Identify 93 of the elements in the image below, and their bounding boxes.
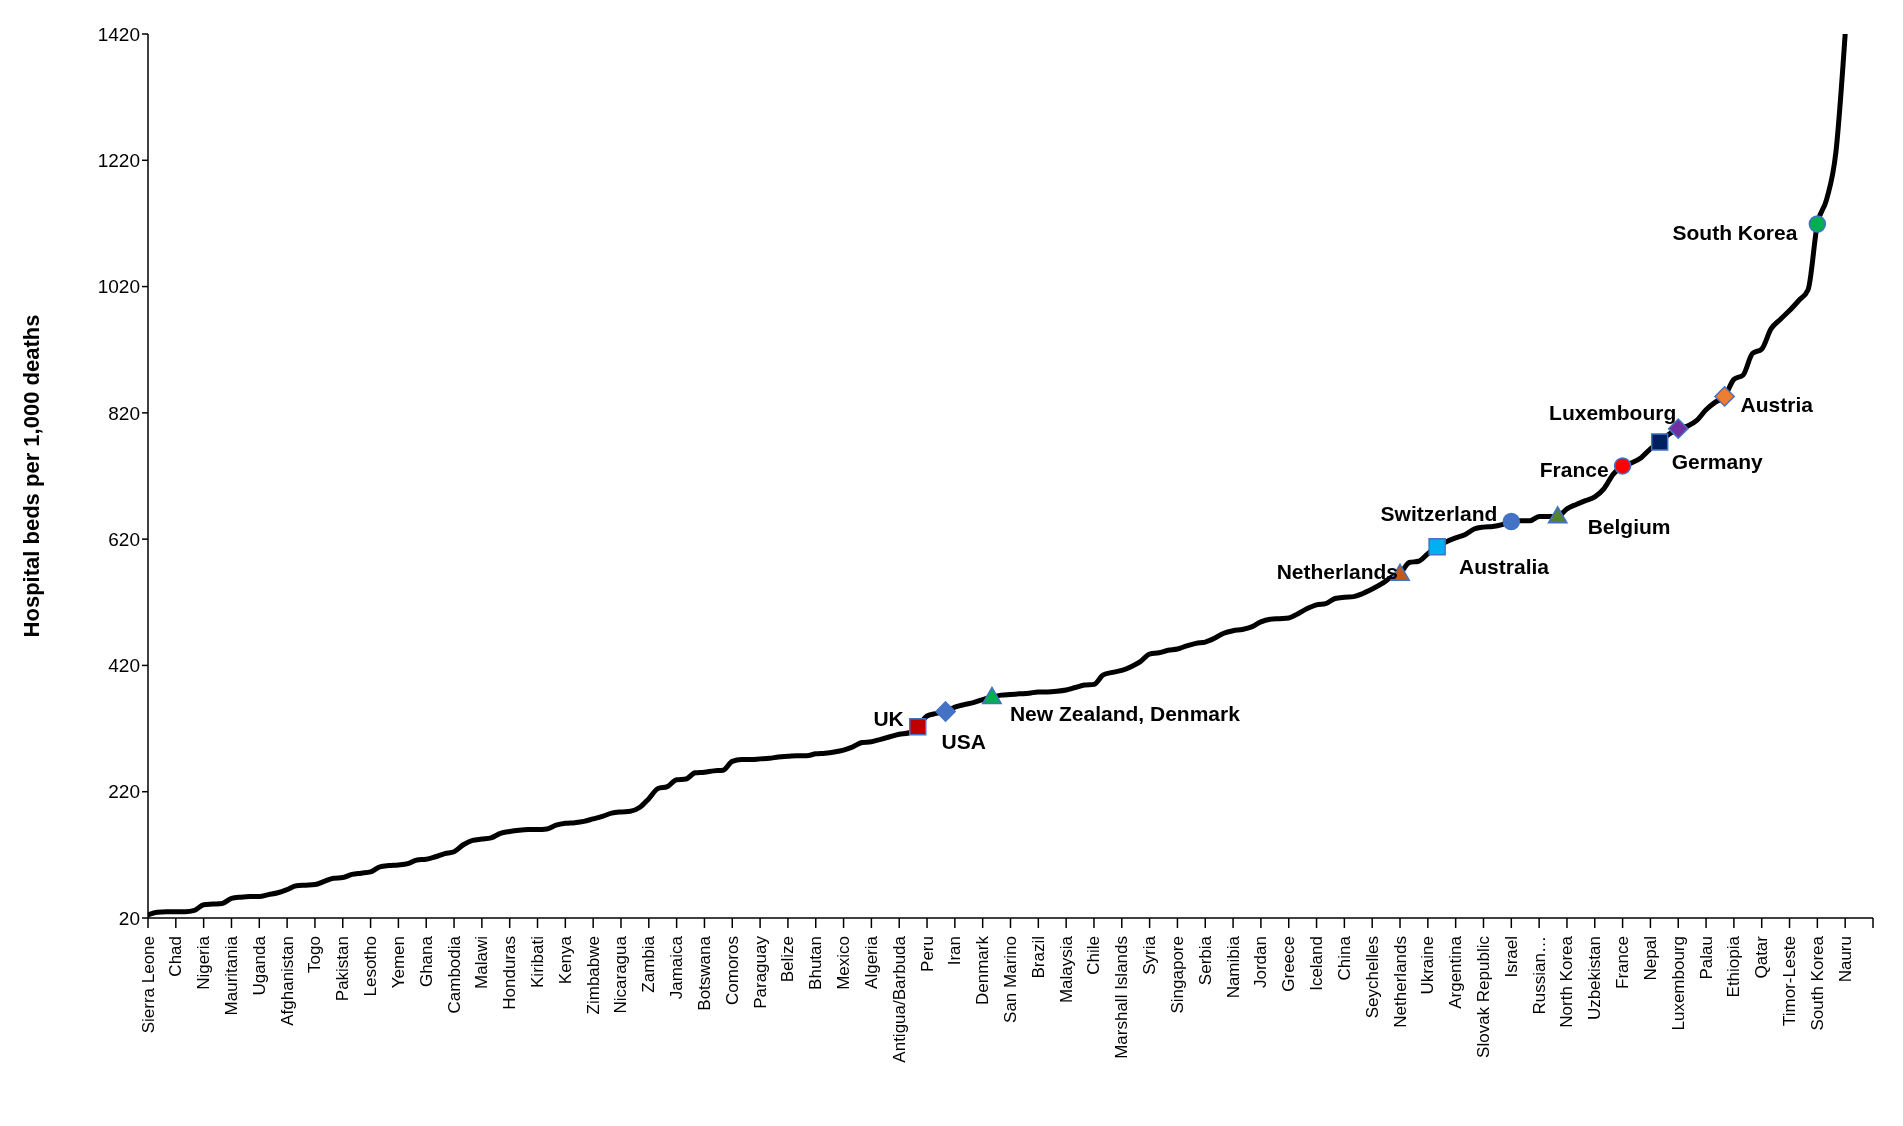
x-tick-label: Pakistan bbox=[333, 936, 353, 1002]
x-tick-label: Togo bbox=[305, 936, 325, 973]
series-label: Netherlands bbox=[1276, 560, 1399, 584]
x-tick-label: Namibia bbox=[1223, 935, 1243, 999]
series-label: Belgium bbox=[1587, 514, 1671, 538]
point bbox=[1650, 433, 1669, 451]
series-label: Germany bbox=[1671, 450, 1764, 474]
x-tick-label: San Marino bbox=[1001, 936, 1020, 1023]
point bbox=[1808, 215, 1827, 233]
x-tick-label: Honduras bbox=[500, 936, 520, 1010]
point bbox=[982, 686, 1002, 705]
x-tick-label: Bhutan bbox=[806, 936, 826, 990]
x-tick-label: Jordan bbox=[1251, 936, 1271, 988]
point bbox=[1613, 457, 1632, 475]
x-tick-label: Qatar bbox=[1752, 935, 1772, 979]
x-tick-label: Afghanistan bbox=[277, 936, 297, 1026]
x-tick-label: Kenya bbox=[555, 935, 575, 985]
x-tick-label: Palau bbox=[1696, 936, 1716, 980]
y-tick-label: 420 bbox=[108, 655, 140, 677]
x-tick-label: Mexico bbox=[834, 936, 854, 990]
x-tick-label: Brazil bbox=[1028, 936, 1048, 979]
series-label: New Zealand, Denmark bbox=[1009, 701, 1241, 725]
series-label: South Korea bbox=[1672, 220, 1798, 244]
x-tick-label: Luxembourg bbox=[1668, 936, 1688, 1031]
y-tick-label: 220 bbox=[108, 781, 140, 803]
x-tick-label: Ghana bbox=[416, 935, 436, 988]
x-tick-label: North Korea bbox=[1557, 935, 1577, 1028]
x-tick-label: Slovak Republic bbox=[1473, 935, 1493, 1058]
y-tick-label: 1220 bbox=[97, 150, 140, 172]
x-tick-label: Cambodia bbox=[444, 935, 464, 1014]
y-axis-title: Hospital beds per 1,000 deaths bbox=[18, 314, 44, 638]
x-tick-label: Lesotho bbox=[361, 936, 381, 997]
x-tick-label: Nicaragua bbox=[611, 935, 631, 1014]
series-label: Luxembourg bbox=[1549, 401, 1677, 425]
x-tick-label: Nigeria bbox=[194, 935, 214, 990]
point bbox=[1428, 537, 1446, 556]
x-tick-label: Peru bbox=[917, 936, 937, 972]
x-tick-label: Greece bbox=[1279, 936, 1299, 992]
x-tick-label: Mauritania bbox=[221, 935, 241, 1016]
point bbox=[1714, 386, 1735, 407]
y-tick-label: 1020 bbox=[97, 276, 140, 298]
series-label: France bbox=[1539, 458, 1609, 482]
x-tick-label: Comoros bbox=[722, 936, 742, 1005]
x-tick-label: Jamaica bbox=[667, 935, 687, 1000]
x-tick-label: Zambia bbox=[639, 935, 659, 993]
x-tick-label: Botswana bbox=[694, 935, 714, 1011]
x-tick-label: Timor-Leste bbox=[1780, 936, 1800, 1027]
y-tick-label: 820 bbox=[108, 402, 140, 424]
y-tick-label: 620 bbox=[108, 528, 140, 550]
point bbox=[1502, 512, 1521, 531]
x-tick-label: Paraguay bbox=[750, 935, 770, 1009]
x-tick-label: Antigua/Barbuda bbox=[889, 935, 909, 1063]
point bbox=[1547, 506, 1568, 524]
y-tick-label: 1420 bbox=[97, 23, 140, 45]
series-label: Australia bbox=[1459, 555, 1550, 579]
series-label: Switzerland bbox=[1380, 501, 1498, 525]
series-label: USA bbox=[941, 730, 986, 754]
x-tick-label: Malawi bbox=[472, 936, 492, 989]
x-tick-label: France bbox=[1613, 936, 1633, 989]
x-tick-label: Sierra Leone bbox=[138, 936, 158, 1034]
x-tick-label: Seychelles bbox=[1362, 936, 1382, 1019]
x-tick-label: Uganda bbox=[249, 935, 269, 996]
x-tick-label: China bbox=[1334, 935, 1354, 981]
x-tick-label: Uzbekistan bbox=[1585, 936, 1605, 1021]
x-tick-label: Israel bbox=[1501, 936, 1521, 978]
x-tick-label: Kiribati bbox=[528, 936, 548, 988]
x-tick-label: South Korea bbox=[1807, 935, 1827, 1031]
x-tick-label: Russian… bbox=[1529, 936, 1549, 1015]
x-tick-label: Denmark bbox=[973, 935, 993, 1005]
x-tick-label: Ethiopia bbox=[1724, 935, 1744, 998]
x-tick-label: Algeria bbox=[861, 935, 881, 989]
x-tick-label: Malaysia bbox=[1056, 935, 1076, 1004]
x-tick-label: Singapore bbox=[1167, 936, 1187, 1014]
x-tick-label: Iran bbox=[945, 936, 965, 966]
series-label: UK bbox=[873, 707, 904, 731]
x-tick-label: Chad bbox=[166, 936, 186, 977]
x-tick-label: Yemen bbox=[388, 936, 408, 989]
x-tick-label: Iceland bbox=[1307, 936, 1327, 991]
x-tick-label: Belize bbox=[778, 936, 798, 983]
x-tick-label: Marshall Islands bbox=[1112, 936, 1132, 1059]
series-label: Austria bbox=[1740, 392, 1814, 416]
x-tick-label: Chile bbox=[1084, 936, 1104, 975]
x-tick-label: Netherlands bbox=[1390, 936, 1410, 1028]
x-tick-label: Ukraine bbox=[1418, 936, 1438, 995]
x-tick-label: Serbia bbox=[1195, 935, 1215, 986]
y-tick-label: 20 bbox=[118, 907, 140, 929]
point bbox=[935, 701, 956, 722]
x-tick-label: Argentina bbox=[1446, 935, 1466, 1009]
point bbox=[909, 717, 927, 736]
x-tick-label: Zimbabwe bbox=[583, 936, 603, 1015]
x-tick-label: Nauru bbox=[1835, 936, 1855, 983]
x-tick-label: Nepal bbox=[1640, 936, 1660, 981]
x-tick-label: Syria bbox=[1140, 935, 1160, 975]
